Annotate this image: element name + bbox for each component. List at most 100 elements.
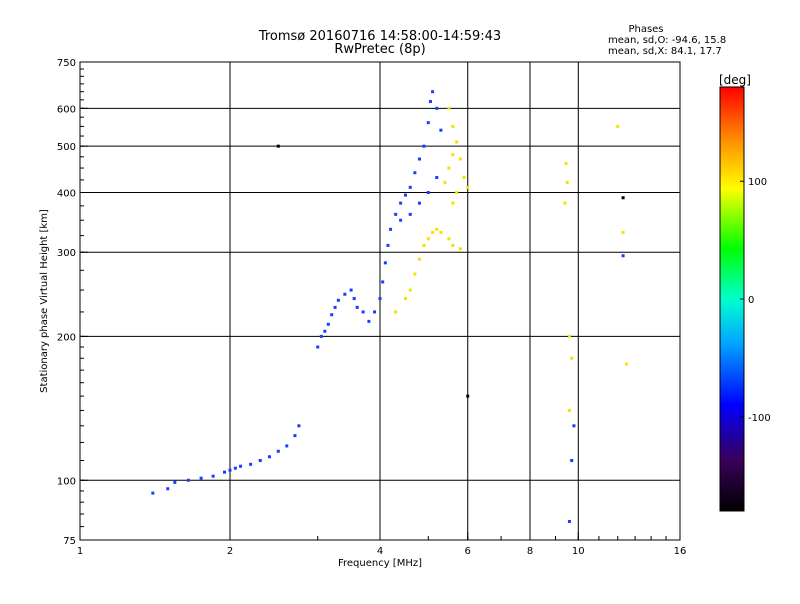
data-point xyxy=(258,458,262,462)
data-point xyxy=(233,466,237,470)
data-point xyxy=(394,212,398,216)
data-point xyxy=(373,310,377,314)
data-point xyxy=(336,298,340,302)
y-tick-label: 500 xyxy=(57,142,76,153)
data-point xyxy=(361,310,365,314)
data-point xyxy=(616,124,620,128)
y-axis: 75 100 200 300 400 500 600 750 xyxy=(57,58,88,547)
data-point xyxy=(426,190,430,194)
stats-line-o: mean, sd,O: -94.6, 15.8 xyxy=(608,35,726,46)
data-point xyxy=(228,468,232,472)
data-point xyxy=(293,434,297,438)
y-axis-label: Stationary phase Virtual Height [km] xyxy=(39,209,50,393)
data-point xyxy=(333,305,337,309)
data-point xyxy=(462,175,466,179)
colorbar-tick-label: 100 xyxy=(748,177,767,188)
data-point xyxy=(426,121,430,125)
grid-lines xyxy=(80,62,680,540)
data-point xyxy=(173,480,177,484)
y-tick-label: 300 xyxy=(57,248,76,259)
data-point xyxy=(447,237,451,241)
data-point xyxy=(422,144,426,148)
data-point xyxy=(443,180,447,184)
data-point xyxy=(249,462,253,466)
data-point xyxy=(326,322,330,326)
chart-subtitle: RwPretec (8p) xyxy=(334,42,425,57)
data-point xyxy=(276,449,280,453)
x-axis: 1 2 4 6 8 10 16 xyxy=(77,532,687,557)
data-point xyxy=(399,201,403,205)
data-point xyxy=(399,218,403,222)
data-point xyxy=(458,157,462,161)
data-point xyxy=(625,362,629,366)
data-point xyxy=(316,345,320,349)
data-point xyxy=(563,201,567,205)
data-point xyxy=(417,257,421,261)
x-tick-label: 8 xyxy=(527,546,533,557)
data-point xyxy=(403,297,407,301)
data-point xyxy=(447,166,451,170)
data-point xyxy=(422,243,426,247)
data-point xyxy=(166,487,170,491)
x-tick-label: 1 xyxy=(77,546,83,557)
data-point xyxy=(570,458,574,462)
data-point xyxy=(408,212,412,216)
colorbar-tick-label: 0 xyxy=(748,295,754,306)
data-point xyxy=(285,444,289,448)
data-point xyxy=(466,185,470,189)
y-tick-label: 75 xyxy=(63,536,76,547)
data-point xyxy=(455,190,459,194)
data-point xyxy=(223,470,227,474)
y-tick-label: 750 xyxy=(57,58,76,69)
data-point xyxy=(451,124,455,128)
data-point xyxy=(567,334,571,338)
data-point xyxy=(367,319,371,323)
data-point xyxy=(383,261,387,265)
data-point xyxy=(417,201,421,205)
data-point xyxy=(239,464,243,468)
data-point xyxy=(455,140,459,144)
data-point xyxy=(211,474,215,478)
data-point xyxy=(439,128,443,132)
x-tick-label: 2 xyxy=(227,546,233,557)
data-point xyxy=(267,455,271,459)
data-point xyxy=(435,175,439,179)
data-point xyxy=(451,153,455,157)
data-point xyxy=(413,272,417,276)
data-point xyxy=(565,180,569,184)
data-point xyxy=(466,394,470,398)
stats-line-x: mean, sd,X: 84.1, 17.7 xyxy=(608,46,722,57)
data-point xyxy=(394,310,398,314)
data-point xyxy=(435,106,439,110)
data-point xyxy=(564,161,568,165)
data-point xyxy=(451,201,455,205)
y-tick-label: 400 xyxy=(57,188,76,199)
data-point xyxy=(199,476,203,480)
data-points xyxy=(151,90,629,523)
data-point xyxy=(378,297,382,301)
data-point xyxy=(319,334,323,338)
data-point xyxy=(458,247,462,251)
data-point xyxy=(621,196,625,200)
data-point xyxy=(417,157,421,161)
data-point xyxy=(435,227,439,231)
data-point xyxy=(570,356,574,360)
data-point xyxy=(381,280,385,284)
data-point xyxy=(386,243,390,247)
chart-title: Tromsø 20160716 14:58:00-14:59:43 xyxy=(258,29,501,44)
x-tick-label: 10 xyxy=(572,546,585,557)
data-point xyxy=(567,408,571,412)
data-point xyxy=(621,230,625,234)
x-tick-label: 16 xyxy=(674,546,687,557)
data-point xyxy=(428,100,432,104)
data-point xyxy=(408,288,412,292)
data-point xyxy=(447,106,451,110)
data-point xyxy=(297,424,301,428)
data-point xyxy=(567,519,571,523)
data-point xyxy=(408,185,412,189)
data-point xyxy=(323,329,327,333)
y-tick-label: 200 xyxy=(57,332,76,343)
data-point xyxy=(572,424,576,428)
x-tick-label: 4 xyxy=(377,546,383,557)
